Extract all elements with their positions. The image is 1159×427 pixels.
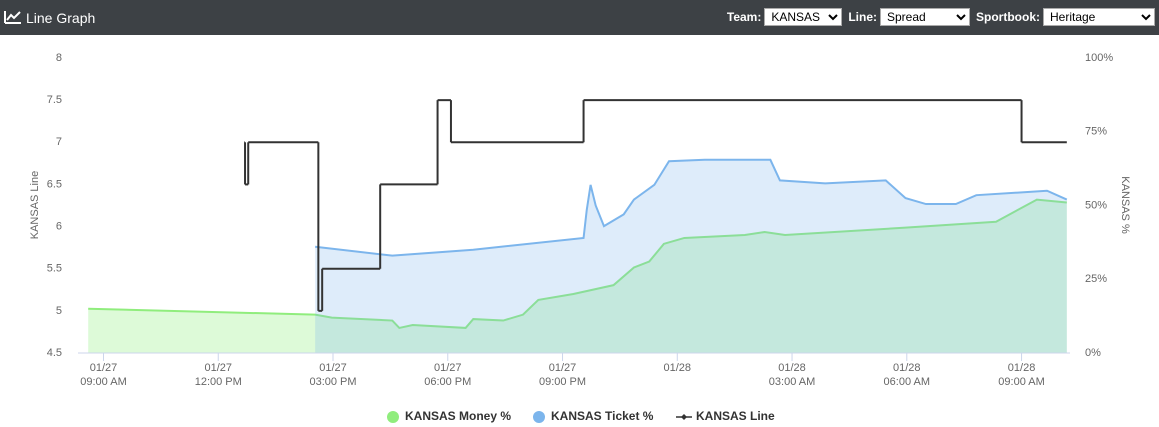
y-tick-label: 6.5 <box>47 178 62 190</box>
legend-symbol <box>681 414 687 420</box>
x-tick-label: 01/27 <box>434 362 462 374</box>
filters: Team: KANSAS Line: Spread Sportbook: Her… <box>721 8 1155 26</box>
team-select[interactable]: KANSAS <box>764 8 843 26</box>
x-tick-label: 01/28 <box>1008 362 1036 374</box>
x-tick-label: 01/28 <box>778 362 806 374</box>
y-tick-label: 8 <box>56 52 62 64</box>
x-tick-label: 01/27 <box>549 362 577 374</box>
x-tick-label: 03:00 AM <box>769 376 815 388</box>
legend-item: KANSAS Line <box>676 409 775 423</box>
filter-label: Line: <box>848 10 877 24</box>
x-tick-label: 09:00 AM <box>80 376 126 388</box>
area-fill <box>315 159 1067 353</box>
line-select[interactable]: Spread <box>880 8 970 26</box>
x-tick-label: 01/27 <box>319 362 347 374</box>
series-line <box>88 198 1067 330</box>
y2-tick-label: 0% <box>1085 347 1101 359</box>
x-tick-label: 06:00 PM <box>424 376 471 388</box>
chart: KANSAS Line KANSAS % 4.5 5 5.5 6 6.5 7 7.5 8 0% 2… <box>29 52 1131 423</box>
y-tick-label: 6 <box>56 220 62 232</box>
y-tick-label: 7 <box>56 136 62 148</box>
legend-item: KANSAS Ticket % <box>533 409 654 423</box>
filter-label: Team: <box>726 10 762 24</box>
y-tick-label: 5.5 <box>47 263 62 275</box>
x-tick-label: 01/28 <box>664 362 692 374</box>
x-tick-label: 09:00 PM <box>539 376 586 388</box>
legend-symbol <box>533 411 545 423</box>
x-tick-label: 06:00 AM <box>884 376 930 388</box>
chart-icon <box>4 11 21 24</box>
x-tick-label: 01/27 <box>90 362 118 374</box>
y2-tick-label: 100% <box>1085 52 1113 64</box>
legend-label: KANSAS Money % <box>405 409 511 423</box>
legend-item: KANSAS Money % <box>387 409 511 423</box>
y2-axis-title: KANSAS % <box>1119 176 1131 234</box>
y-tick-label: 5 <box>56 305 62 317</box>
header: Line Graph Team: KANSAS Line: Spread Spo… <box>0 0 1159 35</box>
y-tick-label: 7.5 <box>47 94 62 106</box>
legend-symbol <box>387 411 399 423</box>
legend-label: KANSAS Line <box>696 409 775 423</box>
area-fill <box>88 199 1067 353</box>
filter-label: Sportbook: <box>976 10 1040 24</box>
x-tick-label: 01/28 <box>893 362 921 374</box>
y-tick-label: 4.5 <box>47 347 62 359</box>
y2-tick-label: 75% <box>1085 126 1107 138</box>
y2-tick-label: 50% <box>1085 199 1107 211</box>
x-tick-label: 09:00 AM <box>998 376 1044 388</box>
x-tick-label: 01/27 <box>204 362 232 374</box>
sportbook-select[interactable]: Heritage <box>1043 8 1155 26</box>
y2-tick-label: 25% <box>1085 273 1107 285</box>
x-tick-label: 03:00 PM <box>309 376 356 388</box>
header-title: Line Graph <box>26 10 96 26</box>
x-tick-label: 12:00 PM <box>195 376 242 388</box>
y-axis-title: KANSAS Line <box>29 171 41 239</box>
legend-label: KANSAS Ticket % <box>551 409 654 423</box>
series-line <box>315 158 1068 257</box>
